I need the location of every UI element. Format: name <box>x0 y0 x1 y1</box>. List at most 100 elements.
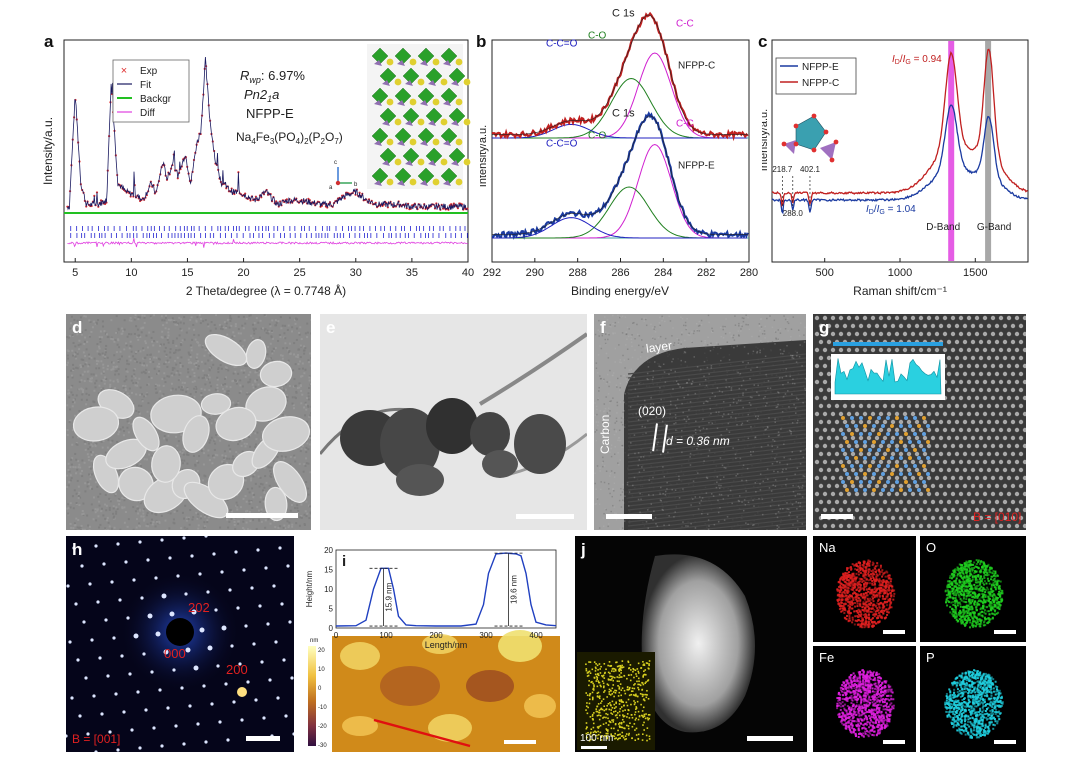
diffraction-spot <box>220 570 224 574</box>
diffraction-spot <box>136 690 140 694</box>
diffraction-spot <box>216 664 220 668</box>
scale-bar-f <box>606 514 652 519</box>
scale-bar-g <box>821 514 853 519</box>
x-tick-label-a: 35 <box>406 267 418 279</box>
sem-image-panel-d: d <box>66 314 311 530</box>
diffraction-spot <box>278 546 282 550</box>
diffraction-spot <box>142 652 146 656</box>
diffraction-spot <box>160 744 164 748</box>
colorbar-tick: 10 <box>318 667 325 673</box>
haadf-image-panel-j: j 100 nm <box>575 536 807 752</box>
inset-scale-label: 100 nm <box>580 733 614 744</box>
diffraction-spot <box>190 554 194 558</box>
particle <box>245 339 267 369</box>
height-annotation: 15.9 nm <box>385 582 394 611</box>
diffraction-spot <box>122 710 126 714</box>
diffraction-spot <box>204 740 208 744</box>
particle <box>264 486 288 522</box>
band-d-band <box>948 41 955 261</box>
legend-label-c: NFPP-E <box>802 62 839 73</box>
diffraction-spot <box>174 724 178 728</box>
diffraction-spot <box>155 631 161 637</box>
peak-label-low: 402.1 <box>800 165 821 174</box>
diffraction-spot <box>114 692 118 696</box>
axis-label-y-c: Intensity/a.u. <box>762 109 770 171</box>
diffraction-spot <box>260 660 264 664</box>
eds-label-fe: Fe <box>819 650 835 665</box>
component-c-c <box>492 143 747 239</box>
diffraction-spot <box>86 732 90 736</box>
diffraction-spot <box>282 658 286 662</box>
diffraction-spot <box>126 616 130 620</box>
zone-axis-label-g: B = [010] <box>973 510 1022 524</box>
colorbar-tick: -10 <box>318 705 327 711</box>
nanoparticle <box>482 450 518 478</box>
y-tick-label-i: 20 <box>324 546 333 555</box>
diffraction-spot <box>292 732 294 736</box>
band-g-band <box>985 41 992 261</box>
diffraction-spot <box>163 649 169 655</box>
x-tick-label-i: 400 <box>529 631 543 640</box>
diffraction-spot <box>138 540 142 544</box>
x-tick-label-c: 500 <box>816 267 834 279</box>
diffraction-spot <box>150 670 154 674</box>
x-tick-label-b: 280 <box>740 267 758 279</box>
diffraction-spot <box>246 680 250 684</box>
diffraction-spot <box>120 654 124 658</box>
scale-bar-na <box>883 630 905 634</box>
scale-bar-d <box>226 513 298 518</box>
x-tick-label-b: 290 <box>526 267 544 279</box>
beam-stop <box>166 618 194 646</box>
series-nfpp-c <box>771 48 1028 208</box>
nanoparticle <box>514 414 566 474</box>
diffraction-spot <box>228 588 232 592</box>
diffraction-spot <box>116 748 120 752</box>
intensity-profile-inset <box>831 354 945 400</box>
axis-label-x-c: Raman shift/cm⁻¹ <box>853 284 947 298</box>
axis-label-x-b: Binding energy/eV <box>571 284 669 298</box>
ratio-annotation: ID/IG = 0.94 <box>892 54 942 66</box>
diffraction-spot <box>74 602 78 606</box>
diffraction-spot <box>290 676 294 680</box>
axis-label-x-i: Length/nm <box>425 640 468 650</box>
nanoparticle <box>426 398 478 454</box>
eds-label-p: P <box>926 650 935 665</box>
diffraction-spot <box>268 678 272 682</box>
spot-label-202: 202 <box>188 600 210 615</box>
diffraction-spot <box>212 552 216 556</box>
diffraction-spot <box>185 647 191 653</box>
peak-label-low: 288.0 <box>783 209 804 218</box>
diffraction-spot <box>234 550 238 554</box>
afm-panel-i: nm 20 10 0 -10 -20 -30 0 100 200 300 400 0 5 10 15 20 Len… <box>300 536 560 752</box>
panel-letter-e: e <box>326 318 336 337</box>
band-label: G-Band <box>977 222 1011 233</box>
spot-label-200: 200 <box>226 662 248 677</box>
legend-label-exp: Exp <box>140 66 158 77</box>
x-tick-label-i: 300 <box>479 631 493 640</box>
diffraction-spot <box>82 620 86 624</box>
particle <box>72 406 120 442</box>
series-nfpp-e <box>771 104 1028 215</box>
scale-bar-i <box>504 740 536 744</box>
colorbar-tick: 0 <box>318 686 322 692</box>
diffraction-spot <box>100 712 104 716</box>
diffraction-spot <box>146 558 150 562</box>
diffraction-spot <box>172 668 176 672</box>
x-tick-label-i: 100 <box>379 631 393 640</box>
x-tick-label-a: 20 <box>237 267 249 279</box>
svg-text:b: b <box>354 182 358 188</box>
sample-annotation: NFPP-E <box>246 106 294 121</box>
panel-letter-g: g <box>819 318 830 337</box>
diffraction-spot <box>80 564 84 568</box>
scale-bar-o <box>994 630 1016 634</box>
peak-label-low: 218.7 <box>772 165 793 174</box>
eds-map-na: Na <box>813 536 916 642</box>
particle <box>215 406 257 442</box>
diffraction-spot <box>193 665 199 671</box>
diffraction-spot <box>276 696 280 700</box>
diffraction-spot <box>240 718 244 722</box>
diffraction-spot <box>182 742 186 746</box>
diffraction-spot <box>182 536 186 540</box>
diffraction-spot <box>110 580 114 584</box>
chart-panel-c: D-Band G-Band NFPP-E NFPP-C ID/IG = 0.94 ID/I… <box>762 39 1029 298</box>
